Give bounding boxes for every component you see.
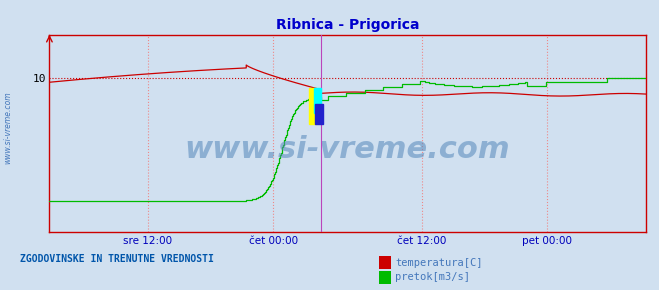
Title: Ribnica - Prigorica: Ribnica - Prigorica [276, 18, 419, 32]
Text: www.si-vreme.com: www.si-vreme.com [185, 135, 511, 164]
Text: www.si-vreme.com: www.si-vreme.com [3, 91, 13, 164]
Bar [315, 104, 323, 124]
Text: ZGODOVINSKE IN TRENUTNE VREDNOSTI: ZGODOVINSKE IN TRENUTNE VREDNOSTI [20, 254, 214, 264]
Bar [309, 88, 316, 124]
Bar [314, 88, 322, 113]
Text: pretok[m3/s]: pretok[m3/s] [395, 272, 471, 282]
Text: temperatura[C]: temperatura[C] [395, 258, 483, 268]
